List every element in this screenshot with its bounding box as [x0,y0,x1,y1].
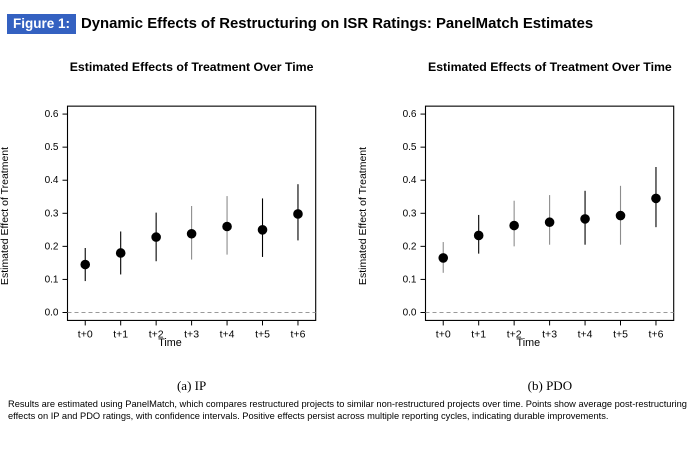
svg-text:0.4: 0.4 [403,175,417,186]
svg-text:0.0: 0.0 [403,307,417,318]
svg-text:0.0: 0.0 [45,307,59,318]
svg-text:0.5: 0.5 [45,142,59,153]
svg-text:0.4: 0.4 [45,175,59,186]
svg-text:0.2: 0.2 [45,241,59,252]
svg-text:0.2: 0.2 [403,241,417,252]
svg-text:0.3: 0.3 [403,208,417,219]
svg-text:0.6: 0.6 [403,109,417,120]
svg-text:0.1: 0.1 [403,274,417,285]
svg-text:0.6: 0.6 [45,109,59,120]
svg-text:0.5: 0.5 [403,142,417,153]
svg-text:0.3: 0.3 [45,208,59,219]
svg-text:0.1: 0.1 [45,274,59,285]
